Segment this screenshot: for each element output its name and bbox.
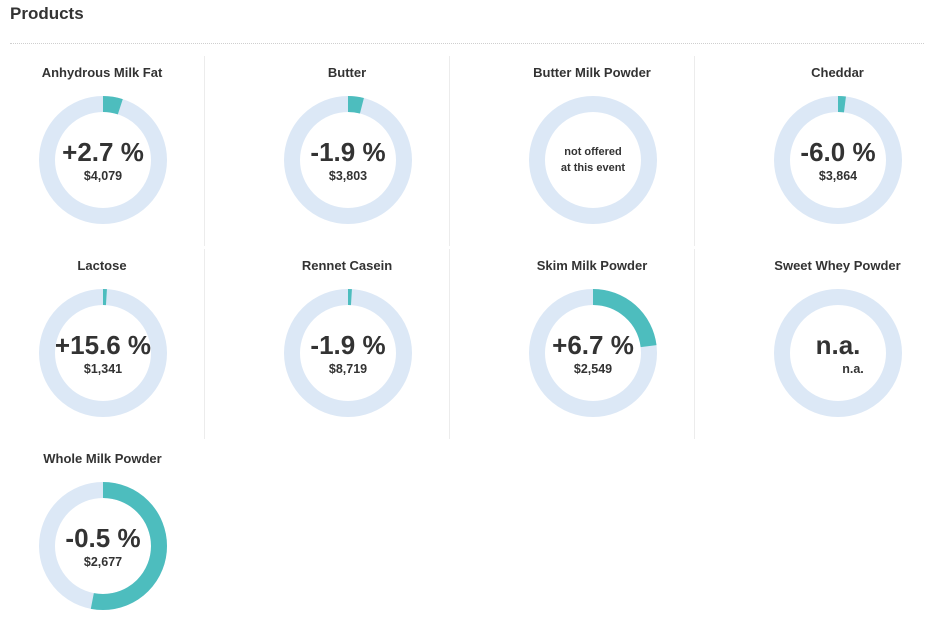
donut-svg [529, 96, 657, 224]
product-name: Lactose [77, 258, 127, 273]
donut-gauge: +15.6 % $1,341 [37, 287, 169, 419]
donut-fill-arc [39, 96, 167, 224]
donut-center-text: -0.5 % $2,677 [37, 480, 169, 612]
donut-center-text: -6.0 % $3,864 [772, 94, 904, 226]
price-change-percent: +6.7 % [552, 329, 634, 360]
product-name: Anhydrous Milk Fat [41, 65, 163, 80]
donut-svg [39, 289, 167, 417]
product-name: Cheddar [811, 65, 864, 80]
product-card-cheddar: Cheddar -6.0 % $3,864 [735, 56, 926, 246]
donut-center-text: not offered at this event [527, 94, 659, 226]
donut-fill-arc [39, 289, 167, 417]
price-change-percent: n.a. [815, 329, 861, 360]
donut-gauge: not offered at this event [527, 94, 659, 226]
price-value: $3,864 [818, 168, 858, 183]
donut-center-text: -1.9 % $3,803 [282, 94, 414, 226]
page-title: Products [10, 4, 84, 23]
donut-track [529, 96, 657, 224]
price-change-percent: -6.0 % [800, 136, 876, 167]
donut-gauge: -0.5 % $2,677 [37, 480, 169, 612]
product-name: Whole Milk Powder [43, 451, 162, 466]
price-change-percent: -1.9 % [310, 136, 386, 167]
donut-center-text: +6.7 % $2,549 [527, 287, 659, 419]
price-change-percent: -0.5 % [65, 522, 141, 553]
donut-svg [774, 96, 902, 224]
price-change-percent: -1.9 % [310, 329, 386, 360]
donut-svg [284, 96, 412, 224]
price-value: $2,549 [573, 361, 613, 376]
donut-fill-arc [284, 96, 412, 224]
product-name: Sweet Whey Powder [774, 258, 901, 273]
price-value: $4,079 [83, 168, 123, 183]
donut-gauge: -6.0 % $3,864 [772, 94, 904, 226]
donut-svg [529, 289, 657, 417]
donut-center-text: +2.7 % $4,079 [37, 94, 169, 226]
product-name: Rennet Casein [301, 258, 393, 273]
donut-svg [39, 96, 167, 224]
product-card-lactose: Lactose +15.6 % $1,341 [0, 249, 205, 439]
donut-center-text: +15.6 % $1,341 [37, 287, 169, 419]
donut-fill-arc [529, 289, 657, 417]
price-value: n.a. [842, 361, 864, 376]
product-card-butter: Butter -1.9 % $3,803 [245, 56, 450, 246]
product-name: Skim Milk Powder [536, 258, 648, 273]
product-name: Butter [327, 65, 367, 80]
price-value: $2,677 [83, 554, 123, 569]
donut-fill-arc [284, 289, 412, 417]
product-card-sweet-whey-powder: Sweet Whey Powder n.a. n.a. [735, 249, 926, 439]
donut-gauge: -1.9 % $8,719 [282, 287, 414, 419]
donut-svg [774, 289, 902, 417]
price-value: $1,341 [83, 361, 123, 376]
product-card-whole-milk-powder: Whole Milk Powder -0.5 % $2,677 [0, 442, 205, 620]
donut-gauge: n.a. n.a. [772, 287, 904, 419]
donut-gauge: -1.9 % $3,803 [282, 94, 414, 226]
donut-svg [284, 289, 412, 417]
donut-track [774, 289, 902, 417]
price-change-percent: +2.7 % [62, 136, 144, 167]
donut-gauge: +2.7 % $4,079 [37, 94, 169, 226]
donut-gauge: +6.7 % $2,549 [527, 287, 659, 419]
product-card-butter-milk-powder: Butter Milk Powder not offered at this ev… [490, 56, 695, 246]
donut-center-text: -1.9 % $8,719 [282, 287, 414, 419]
price-change-percent: +15.6 % [54, 329, 152, 360]
donut-fill-arc [39, 482, 167, 610]
price-value: $8,719 [328, 361, 368, 376]
donut-fill-arc [774, 96, 902, 224]
donut-center-text: n.a. n.a. [772, 287, 904, 419]
product-name: Butter Milk Powder [533, 65, 651, 80]
donut-svg [39, 482, 167, 610]
title-divider [10, 43, 924, 44]
product-card-anhydrous-milk-fat: Anhydrous Milk Fat +2.7 % $4,079 [0, 56, 205, 246]
not-offered-note: not offered at this event [560, 146, 626, 174]
product-card-rennet-casein: Rennet Casein -1.9 % $8,719 [245, 249, 450, 439]
product-card-skim-milk-powder: Skim Milk Powder +6.7 % $2,549 [490, 249, 695, 439]
price-value: $3,803 [328, 168, 368, 183]
